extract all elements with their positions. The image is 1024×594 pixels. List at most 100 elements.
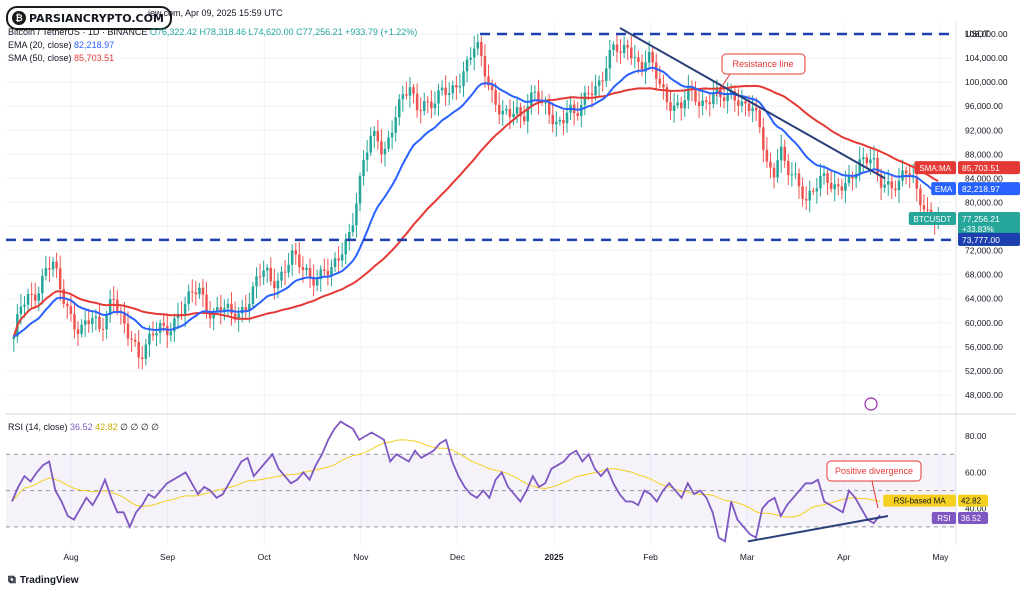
candle-body — [601, 80, 604, 82]
candle-body — [373, 130, 376, 136]
sma50-line — [12, 84, 939, 337]
candle-body — [472, 48, 476, 58]
candle-body — [330, 266, 333, 276]
candle-body — [494, 90, 497, 105]
candle-body — [490, 85, 494, 91]
candle-body — [12, 336, 16, 340]
candle-body — [576, 113, 579, 116]
candle-body — [415, 93, 419, 111]
candle-body — [733, 91, 737, 101]
candle-body — [837, 184, 840, 187]
price-tag-value: 77,256.21 — [962, 214, 1000, 224]
candle-body — [922, 205, 926, 210]
candles — [12, 34, 940, 370]
candle-body — [833, 184, 836, 190]
candle-body — [872, 157, 876, 160]
price-tick-label: 104,000.00 — [965, 53, 1008, 63]
source-line: iew.com, Apr 09, 2025 15:59 UTC — [148, 8, 283, 18]
candle-body — [783, 146, 786, 161]
candle-body — [273, 281, 276, 289]
candle-body — [815, 188, 819, 192]
candle-body — [76, 329, 80, 335]
candle-body — [48, 268, 51, 270]
candle-body — [926, 209, 929, 211]
candle-body — [615, 44, 619, 52]
rsi-legend[interactable]: RSI (14, close) 36.52 42.82 ∅ ∅ ∅ ∅ — [8, 422, 159, 433]
candle-body — [633, 57, 637, 59]
candle-body — [201, 287, 205, 295]
candle-body — [290, 250, 294, 265]
price-tag-label-bg — [914, 161, 956, 175]
candle-body — [319, 269, 322, 280]
candle-body — [105, 314, 108, 330]
candle-body — [776, 160, 779, 178]
candle-body — [83, 320, 87, 325]
candle-body — [515, 107, 519, 114]
candle-body — [426, 101, 430, 103]
candle-body — [251, 286, 255, 304]
candle-body — [605, 68, 608, 82]
candle-body — [544, 102, 547, 104]
price-tag-value: 73,777.00 — [962, 235, 1000, 245]
candle-body — [30, 293, 33, 295]
divergence-annotation-box — [826, 460, 922, 482]
ohlc-low: L74,620.00 — [248, 27, 294, 37]
candle-body — [26, 293, 30, 305]
candle-body — [519, 107, 522, 117]
time-tick-label: Dec — [450, 552, 466, 562]
candle-body — [622, 44, 626, 53]
candle-body — [440, 87, 444, 91]
candle-body — [697, 101, 701, 107]
candle-body — [644, 62, 647, 72]
candle-body — [123, 312, 126, 324]
price-tick-label: 48,000.00 — [965, 390, 1003, 400]
ohlc-close: C77,256.21 — [296, 27, 343, 37]
candle-body — [897, 180, 901, 191]
candle-body — [87, 320, 90, 325]
candle-body — [590, 93, 594, 96]
price-tick-label: 96,000.00 — [965, 101, 1003, 111]
candle-body — [58, 268, 62, 290]
candle-body — [886, 181, 890, 185]
price-tick-label: 52,000.00 — [965, 366, 1003, 376]
candle-body — [555, 121, 558, 125]
candle-body — [772, 167, 776, 178]
symbol-line[interactable]: Bitcoin / TetherUS · 1D · BINANCE — [8, 27, 148, 37]
candle-body — [419, 110, 422, 112]
rsi-tick-label: 80.00 — [965, 431, 987, 441]
candle-body — [508, 109, 512, 117]
price-tag-label: EMA — [935, 185, 953, 194]
resistance-annotation-text: Resistance line — [732, 59, 793, 69]
candle-body — [558, 119, 562, 122]
candle-body — [144, 344, 148, 359]
sma-legend[interactable]: SMA (50, close) 85,703.51 — [8, 53, 114, 63]
tradingview-logo-icon: ⧉ — [8, 574, 16, 586]
candle-body — [23, 304, 26, 307]
ohlc-high: H78,318.46 — [199, 27, 247, 37]
candle-body — [765, 149, 769, 162]
candle-body — [287, 264, 290, 273]
ema-legend-value: 82,218.97 — [74, 40, 115, 50]
candle-body — [215, 307, 219, 311]
ema-legend-label: EMA (20, close) — [8, 40, 72, 50]
candle-body — [226, 303, 230, 309]
candle-body — [80, 324, 83, 335]
candle-body — [790, 174, 794, 176]
candle-body — [248, 303, 251, 311]
candle-body — [233, 313, 237, 320]
rsi-tag-label: RSI — [937, 514, 950, 523]
candle-body — [640, 61, 644, 72]
candle-body — [597, 80, 601, 86]
rsi-tag-value-bg — [958, 494, 988, 507]
tradingview-brand[interactable]: ⧉ TradingView — [8, 574, 79, 587]
ema-legend[interactable]: EMA (20, close) 82,218.97 — [8, 40, 114, 50]
rsi-legend-rest: ∅ ∅ ∅ ∅ — [120, 422, 160, 432]
ema20-line — [13, 66, 939, 338]
candle-body — [108, 299, 112, 315]
candle-body — [351, 225, 355, 233]
candle-body — [904, 170, 908, 174]
candle-body — [533, 91, 537, 93]
candle-body — [394, 117, 397, 133]
candle-body — [405, 94, 408, 96]
